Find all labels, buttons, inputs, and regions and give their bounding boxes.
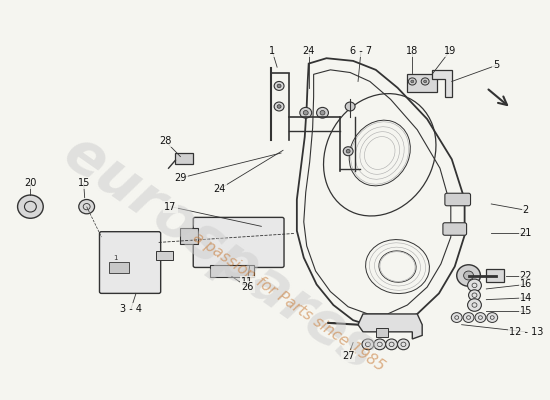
- Circle shape: [464, 271, 474, 280]
- Circle shape: [463, 313, 474, 322]
- Bar: [376, 328, 388, 337]
- Text: 24: 24: [214, 184, 226, 194]
- Bar: [210, 265, 255, 277]
- Text: 5: 5: [493, 60, 499, 70]
- Text: 22: 22: [520, 270, 532, 280]
- Polygon shape: [432, 70, 452, 97]
- FancyBboxPatch shape: [443, 223, 466, 235]
- Bar: [408, 74, 437, 92]
- Text: a passion for Parts since 1985: a passion for Parts since 1985: [190, 230, 388, 374]
- Circle shape: [398, 339, 409, 350]
- Bar: [109, 262, 129, 273]
- Circle shape: [424, 80, 427, 83]
- Circle shape: [79, 200, 95, 214]
- Text: 6 - 7: 6 - 7: [350, 46, 372, 56]
- Text: 19: 19: [444, 46, 456, 56]
- Circle shape: [343, 147, 353, 156]
- Text: 12 - 13: 12 - 13: [509, 327, 543, 337]
- Circle shape: [468, 279, 481, 292]
- Circle shape: [345, 102, 355, 111]
- Text: 29: 29: [174, 173, 186, 183]
- Circle shape: [421, 78, 429, 85]
- Text: 3 - 4: 3 - 4: [120, 304, 142, 314]
- Bar: [156, 251, 173, 260]
- Circle shape: [362, 339, 374, 350]
- Bar: [175, 153, 193, 164]
- Text: 24: 24: [302, 46, 315, 56]
- Text: 20: 20: [24, 178, 37, 188]
- Circle shape: [303, 110, 308, 115]
- Circle shape: [18, 195, 43, 218]
- Circle shape: [386, 339, 398, 350]
- Circle shape: [317, 107, 328, 118]
- Text: 14: 14: [520, 293, 532, 303]
- Text: 11: 11: [241, 277, 254, 287]
- Circle shape: [411, 80, 414, 83]
- Text: 26: 26: [241, 282, 254, 292]
- Circle shape: [274, 82, 284, 90]
- Text: 2: 2: [522, 205, 529, 215]
- Circle shape: [456, 265, 480, 286]
- Circle shape: [452, 313, 462, 322]
- Text: 15: 15: [520, 306, 532, 316]
- Circle shape: [469, 290, 480, 300]
- Text: eurospares: eurospares: [52, 124, 387, 382]
- Circle shape: [277, 84, 281, 88]
- FancyBboxPatch shape: [100, 232, 161, 293]
- Text: 17: 17: [164, 202, 177, 212]
- Circle shape: [475, 313, 486, 322]
- Text: 16: 16: [520, 280, 532, 290]
- Text: 18: 18: [406, 46, 419, 56]
- Text: 28: 28: [160, 136, 172, 146]
- FancyBboxPatch shape: [193, 217, 284, 268]
- Bar: [486, 269, 504, 282]
- Circle shape: [346, 150, 350, 153]
- Bar: [180, 228, 198, 244]
- Circle shape: [374, 339, 386, 350]
- Circle shape: [274, 102, 284, 111]
- Circle shape: [468, 299, 481, 311]
- Circle shape: [408, 78, 416, 85]
- Text: 21: 21: [520, 228, 532, 238]
- Circle shape: [300, 107, 312, 118]
- Text: 15: 15: [78, 178, 90, 188]
- Text: 1: 1: [269, 46, 275, 56]
- Text: 27: 27: [342, 351, 354, 361]
- Text: 1: 1: [113, 255, 118, 261]
- FancyBboxPatch shape: [445, 193, 471, 206]
- Circle shape: [320, 110, 325, 115]
- Circle shape: [487, 313, 498, 322]
- Circle shape: [277, 105, 281, 108]
- Polygon shape: [358, 314, 422, 339]
